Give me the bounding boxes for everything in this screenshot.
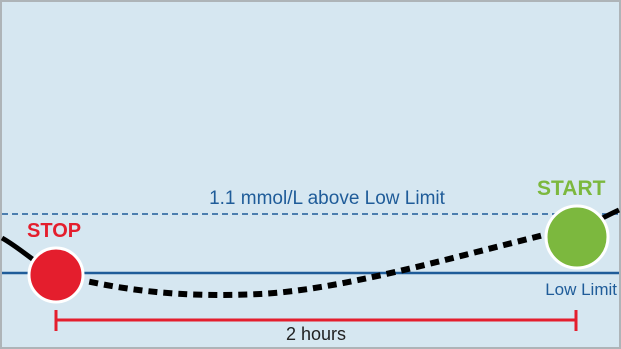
stop-marker [27, 246, 85, 304]
duration-bracket [54, 310, 578, 331]
start-marker [544, 204, 610, 270]
start-label: START [537, 177, 606, 200]
stop-label: STOP [27, 220, 81, 242]
glucose-curve-suspended [59, 231, 549, 298]
low-limit-label: Low Limit [545, 280, 617, 299]
duration-label: 2 hours [286, 324, 346, 344]
threshold-label: 1.1 mmol/L above Low Limit [209, 188, 446, 209]
